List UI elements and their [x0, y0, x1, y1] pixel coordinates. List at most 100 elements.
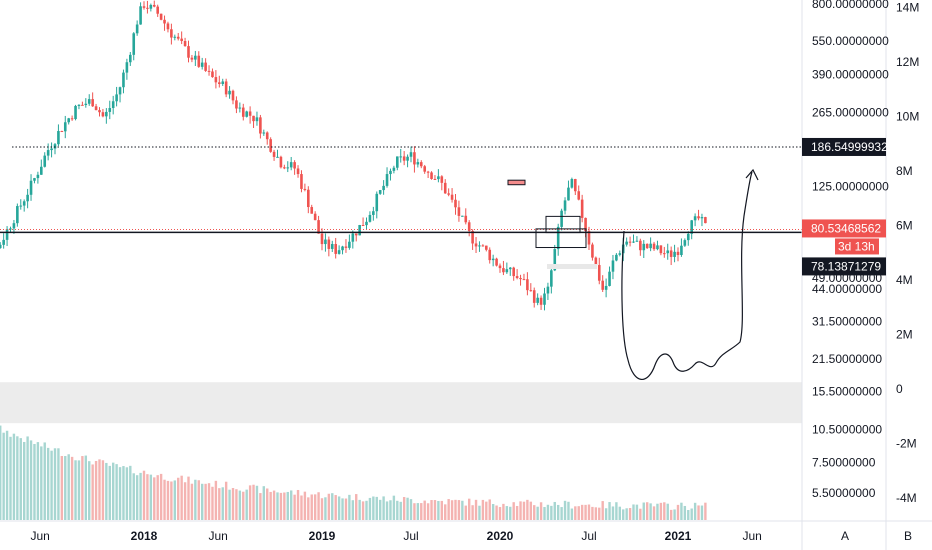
volume-bar [642, 502, 645, 520]
candle-body [324, 239, 327, 245]
candle [115, 86, 118, 107]
volume-bar [580, 504, 584, 520]
candle [385, 167, 389, 188]
candle-body [200, 62, 204, 67]
candle-body [12, 223, 16, 229]
volume-bar [259, 493, 262, 520]
candle-body [320, 233, 324, 245]
candle-body [440, 176, 444, 183]
price-tick-label: 31.50000000 [812, 315, 882, 329]
volume-bar [368, 497, 372, 520]
candle-body [187, 46, 190, 58]
candle [550, 268, 553, 294]
candle-body [601, 280, 604, 290]
candle-body [693, 216, 697, 221]
candle [33, 177, 36, 184]
volume-bar [659, 502, 663, 520]
candle-body [676, 251, 680, 256]
candle [618, 250, 622, 257]
support-price-badge: 78.13871279 [802, 257, 886, 276]
volume-bar [211, 486, 214, 520]
candle-body [522, 279, 526, 281]
volume-bar [111, 462, 115, 520]
candle-body [207, 70, 211, 72]
candle [406, 154, 409, 168]
volume-bar [433, 500, 437, 520]
candle-body [570, 179, 574, 188]
candle-body [265, 132, 269, 140]
candle-body [115, 94, 118, 102]
candle [676, 247, 680, 262]
candle [0, 242, 2, 249]
volume-bar [690, 508, 693, 520]
volume-bar [272, 490, 276, 520]
candle [351, 230, 355, 249]
candle-body [597, 265, 601, 281]
candle-body [591, 244, 594, 258]
candle [238, 102, 242, 113]
candle [498, 263, 502, 273]
volume-bar [608, 502, 611, 520]
candle [430, 171, 433, 180]
candle-body [447, 193, 450, 195]
candle-body [262, 132, 266, 134]
candle-body [574, 179, 577, 192]
candle-body [580, 199, 584, 218]
candle-body [351, 233, 355, 242]
candle [375, 191, 379, 219]
volume-bar [231, 488, 235, 520]
candle-body [673, 251, 676, 257]
volume-bar [693, 502, 697, 520]
candle-body [214, 77, 218, 83]
volume-bar [77, 460, 81, 520]
candle [680, 238, 683, 257]
volume-bar [474, 499, 478, 520]
volume-bar [481, 499, 485, 520]
candle [108, 100, 112, 120]
candle [443, 179, 447, 194]
volume-bar [67, 454, 70, 520]
candle-body [156, 6, 159, 14]
candle [361, 217, 365, 226]
volume-bar [279, 492, 283, 520]
volume-bar [467, 498, 471, 520]
candle-body [382, 185, 385, 191]
candle-body [402, 156, 406, 161]
volume-bar [19, 438, 22, 520]
volume-tick-label: 14M [896, 1, 919, 15]
candle [567, 180, 570, 201]
candle [149, 3, 153, 12]
candle-body [669, 250, 673, 257]
candle [426, 170, 430, 178]
candle-body [5, 229, 9, 240]
volume-bar [591, 506, 594, 520]
candle [666, 243, 670, 260]
candle-body [36, 174, 40, 179]
candle-body [488, 249, 492, 261]
countdown-badge: 3d 13h [835, 238, 879, 255]
price-tick-label: 125.00000000 [812, 179, 889, 193]
candle-body [81, 104, 84, 106]
candle-body [125, 62, 129, 73]
volume-bar [700, 505, 704, 520]
volume-bar [200, 483, 204, 520]
volume-bar [22, 441, 26, 520]
candle-body [77, 104, 81, 106]
candle [330, 240, 334, 253]
volume-bar [252, 484, 255, 520]
candle-body [543, 293, 546, 305]
scale-button-b[interactable]: B [904, 529, 912, 543]
volume-bar [683, 505, 687, 520]
scale-button-a[interactable]: A [841, 529, 849, 543]
candle [111, 95, 115, 115]
candle [70, 115, 74, 121]
candle-body [269, 139, 272, 152]
candle-body [611, 260, 615, 272]
volume-bar [375, 496, 378, 520]
candle-body [632, 241, 635, 243]
volume-bar [105, 462, 108, 520]
time-tick-label: 2021 [665, 529, 692, 543]
candle-body [50, 148, 53, 151]
candle-body [491, 258, 495, 261]
